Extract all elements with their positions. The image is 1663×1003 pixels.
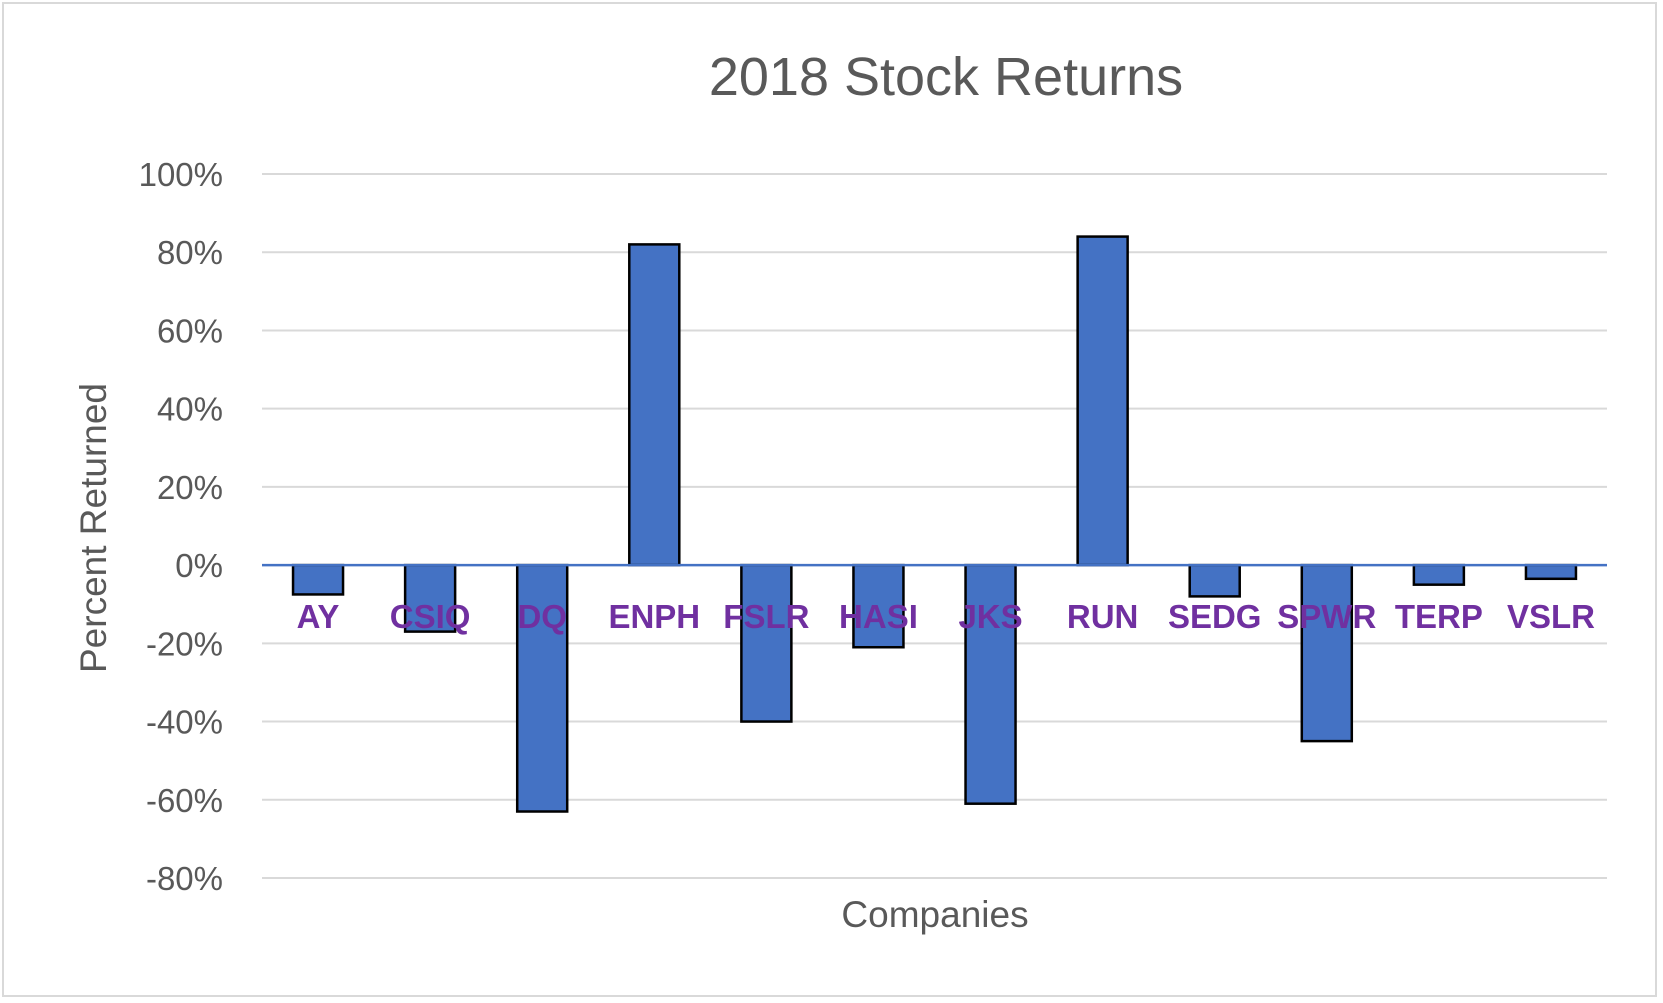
bar-spwr xyxy=(1300,563,1354,743)
y-axis-ticks: 100% 80% 60% 40% 20% 0% -20% -40% -60% -80% xyxy=(139,156,223,897)
y-axis-title: Percent Returned xyxy=(73,383,114,673)
chart-title: 2018 Stock Returns xyxy=(709,47,1183,107)
bar-hasi xyxy=(852,563,905,649)
y-tick-label: 20% xyxy=(157,469,223,506)
y-tick-label: 100% xyxy=(139,156,223,193)
category-label: SPWR xyxy=(1277,598,1376,635)
bar-run xyxy=(1076,235,1129,567)
bar-ay xyxy=(291,563,345,596)
category-label: VSLR xyxy=(1507,598,1595,635)
y-tick-label: 0% xyxy=(175,547,223,584)
category-label: ENPH xyxy=(608,598,700,635)
bar-csiq xyxy=(403,563,457,633)
category-label: AY xyxy=(297,598,340,635)
bar-sedg xyxy=(1188,563,1241,598)
y-tick-label: -20% xyxy=(146,625,223,662)
y-tick-label: 60% xyxy=(157,312,223,349)
bar-enph xyxy=(628,243,681,567)
category-label: HASI xyxy=(839,598,918,635)
y-tick-label: 80% xyxy=(157,234,223,271)
category-labels: AY CSIQ DQ ENPH FSLR HASI JKS RUN SEDG SPWR TERP VS… xyxy=(297,598,1596,635)
category-label: FSLR xyxy=(723,598,809,635)
y-tick-label: -60% xyxy=(146,782,223,819)
y-tick-label: -40% xyxy=(146,704,223,741)
category-label: DQ xyxy=(517,598,567,635)
x-axis-title: Companies xyxy=(841,894,1028,935)
gridlines xyxy=(262,173,1607,879)
bars xyxy=(291,235,1578,813)
bar-vslr xyxy=(1524,563,1578,581)
y-tick-label: 40% xyxy=(157,391,223,428)
y-tick-label: -80% xyxy=(146,860,223,897)
category-label: RUN xyxy=(1067,598,1139,635)
bar-terp xyxy=(1412,563,1466,586)
category-label: SEDG xyxy=(1168,598,1262,635)
category-label: TERP xyxy=(1395,598,1483,635)
category-label: CSIQ xyxy=(390,598,471,635)
bar-fslr xyxy=(740,563,793,723)
category-label: JKS xyxy=(958,598,1022,635)
